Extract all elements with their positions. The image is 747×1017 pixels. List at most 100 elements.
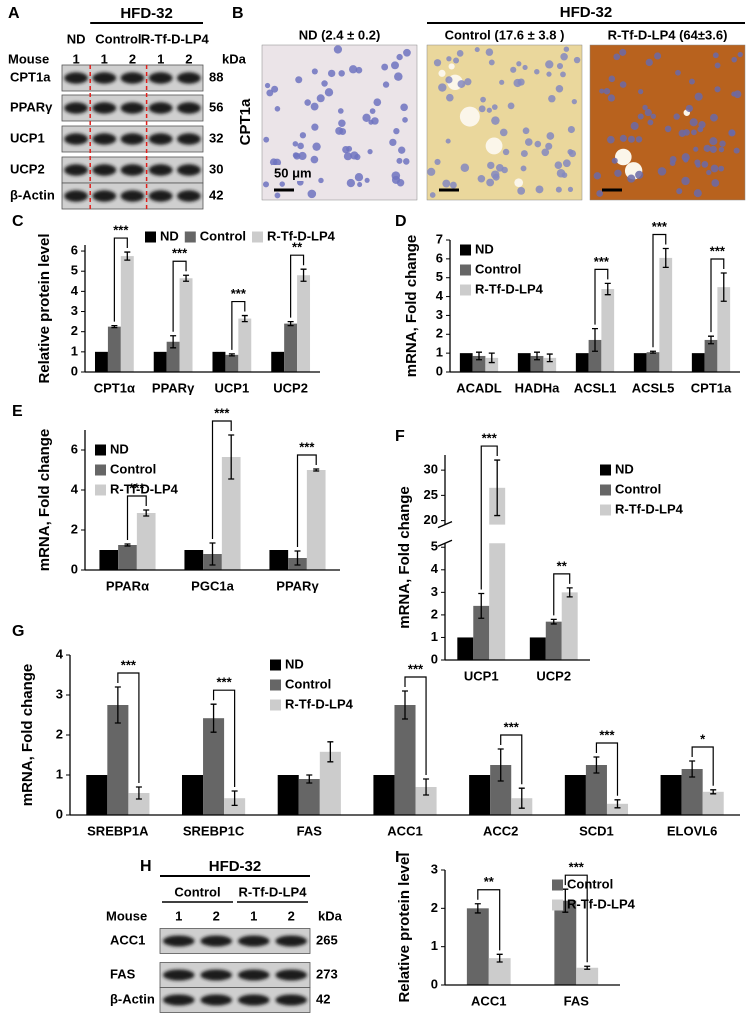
nucleus: [516, 61, 522, 67]
y-axis-label: mRNA, Fold change: [396, 486, 413, 629]
y-tick-label: 6: [436, 250, 443, 265]
x-tick-label: HADHa: [515, 380, 561, 395]
nucleus: [364, 177, 370, 183]
bar: [184, 550, 204, 570]
error-bar: [209, 542, 216, 566]
y-tick-label: 0: [71, 561, 78, 576]
legend-label: Control: [285, 676, 331, 691]
y-tick-label: 0: [431, 651, 438, 666]
y-tick-label: 3: [71, 303, 78, 318]
error-bar: [604, 282, 611, 296]
stain-label: CPT1a: [237, 98, 254, 145]
nucleus: [522, 64, 528, 71]
protein-label: UCP2: [10, 161, 45, 176]
error-bar: [550, 618, 557, 625]
bar: [543, 357, 557, 372]
bar: [107, 705, 129, 815]
nucleus: [560, 71, 566, 78]
nucleus: [714, 62, 721, 69]
x-tick-label: SCD1: [579, 823, 614, 838]
nucleus: [488, 59, 495, 66]
nucleus: [274, 106, 281, 112]
panel-letter: G: [12, 623, 24, 640]
nucleus: [433, 59, 442, 67]
error-bar: [327, 741, 334, 763]
vacuole: [438, 69, 446, 77]
legend-swatch: [600, 504, 611, 516]
legend-swatch: [184, 231, 196, 243]
nucleus: [688, 78, 695, 85]
error-bar: [566, 587, 573, 598]
nucleus: [683, 157, 689, 163]
legend-swatch: [95, 444, 106, 456]
nucleus: [391, 61, 399, 70]
legend-swatch: [600, 484, 611, 496]
nucleus: [603, 88, 611, 95]
nucleus: [264, 82, 271, 89]
error-bar: [287, 320, 294, 327]
y-tick-label: 3: [56, 686, 63, 701]
y-axis-label: mRNA, Fold change: [19, 664, 36, 807]
legend-swatch: [460, 244, 471, 256]
bar: [561, 592, 578, 660]
nucleus: [619, 48, 627, 56]
nucleus: [400, 103, 408, 112]
legend-swatch: [600, 464, 611, 476]
panel-letter: D: [395, 213, 407, 230]
nucleus: [262, 181, 270, 188]
nucleus: [709, 137, 718, 146]
error-bar: [306, 774, 313, 784]
bar: [545, 621, 562, 660]
nucleus: [710, 113, 718, 122]
nucleus: [311, 68, 318, 75]
kda-label: 30: [209, 161, 223, 176]
nucleus: [389, 138, 397, 147]
protein-label: PPARγ: [10, 99, 53, 114]
nucleus: [367, 149, 373, 155]
significance-bracket: [553, 573, 571, 616]
y-tick-label: 6: [71, 242, 78, 257]
bar: [473, 605, 490, 660]
error-bar: [478, 592, 485, 619]
nucleus: [693, 146, 699, 152]
x-tick-label: SREBP1A: [87, 823, 149, 838]
bar: [373, 775, 395, 815]
significance-label: **: [557, 558, 568, 573]
bar: [660, 775, 682, 815]
nucleus: [619, 134, 627, 142]
blot-band: [275, 994, 307, 1006]
nucleus: [627, 135, 635, 143]
blot-band: [148, 72, 173, 84]
vacuole: [448, 63, 455, 70]
significance-label: ***: [129, 480, 145, 495]
vacuole: [485, 137, 503, 155]
legend-label: ND: [110, 441, 129, 456]
bar: [224, 798, 246, 815]
blot-band: [120, 164, 145, 176]
nucleus: [534, 68, 540, 75]
nucleus: [733, 90, 742, 99]
nucleus: [402, 117, 408, 123]
nucleus: [299, 132, 307, 139]
x-tick-label: FAS: [564, 993, 590, 1008]
nucleus: [321, 80, 328, 87]
bar: [588, 339, 602, 372]
legend-swatch: [460, 284, 471, 296]
significance-label: ***: [482, 430, 498, 445]
blot-band: [238, 969, 270, 981]
x-tick-label: ACADL: [456, 380, 502, 395]
nucleus: [327, 69, 336, 78]
nucleus: [673, 113, 680, 120]
significance-bracket: [126, 495, 147, 540]
x-tick-label: PGC1a: [191, 578, 234, 593]
nucleus: [703, 144, 711, 152]
bar: [181, 775, 204, 815]
nucleus: [297, 142, 304, 150]
x-tick-label: ELOVL6: [667, 823, 718, 838]
group-label: HFD-32: [560, 4, 613, 21]
kda-label: 42: [209, 187, 223, 202]
y-tick-label: 20: [424, 512, 438, 527]
nucleus: [271, 85, 279, 93]
nucleus: [567, 186, 574, 192]
nucleus: [737, 51, 743, 58]
